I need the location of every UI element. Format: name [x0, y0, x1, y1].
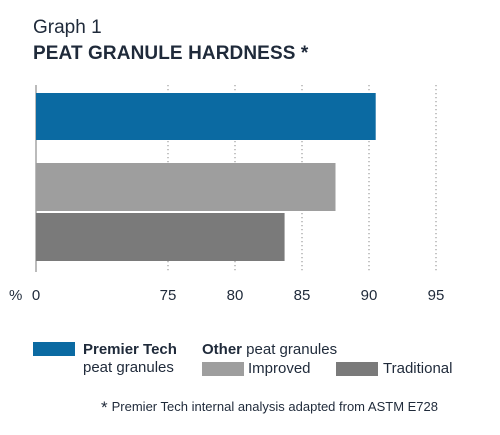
legend-premier-bold: Premier Tech: [83, 341, 177, 358]
tick-label-85: 85: [294, 287, 311, 304]
legend-swatch-improved: [202, 362, 244, 376]
legend-label-traditional: Traditional: [383, 360, 453, 377]
legend-label-other: Other peat granules: [202, 341, 337, 359]
tick-label-0: 0: [32, 287, 40, 304]
footnote: * Premier Tech internal analysis adapted …: [101, 398, 438, 418]
footnote-text: Premier Tech internal analysis adapted f…: [111, 399, 438, 414]
bar-improved: [36, 163, 336, 211]
legend-other-bold: Other: [202, 341, 243, 358]
legend-premier-rest: peat granules: [83, 359, 174, 376]
legend-label-improved: Improved: [248, 360, 311, 377]
tick-label-95: 95: [428, 287, 445, 304]
bar-traditional: [36, 213, 285, 261]
footnote-star: *: [101, 398, 108, 417]
tick-label-80: 80: [227, 287, 244, 304]
legend-label-premier-tech: Premier Tech: [83, 341, 177, 359]
tick-label-75: 75: [160, 287, 177, 304]
x-unit-label: %: [9, 287, 22, 304]
graph-number: Graph 1: [33, 17, 102, 38]
bar-premier-tech-peat-granules: [36, 93, 376, 140]
tick-label-90: 90: [361, 287, 378, 304]
chart-title: PEAT GRANULE HARDNESS *: [33, 43, 309, 64]
legend-swatch-traditional: [336, 362, 378, 376]
legend-other-rest: peat granules: [242, 341, 338, 358]
legend-swatch-premier-tech: [33, 342, 75, 356]
